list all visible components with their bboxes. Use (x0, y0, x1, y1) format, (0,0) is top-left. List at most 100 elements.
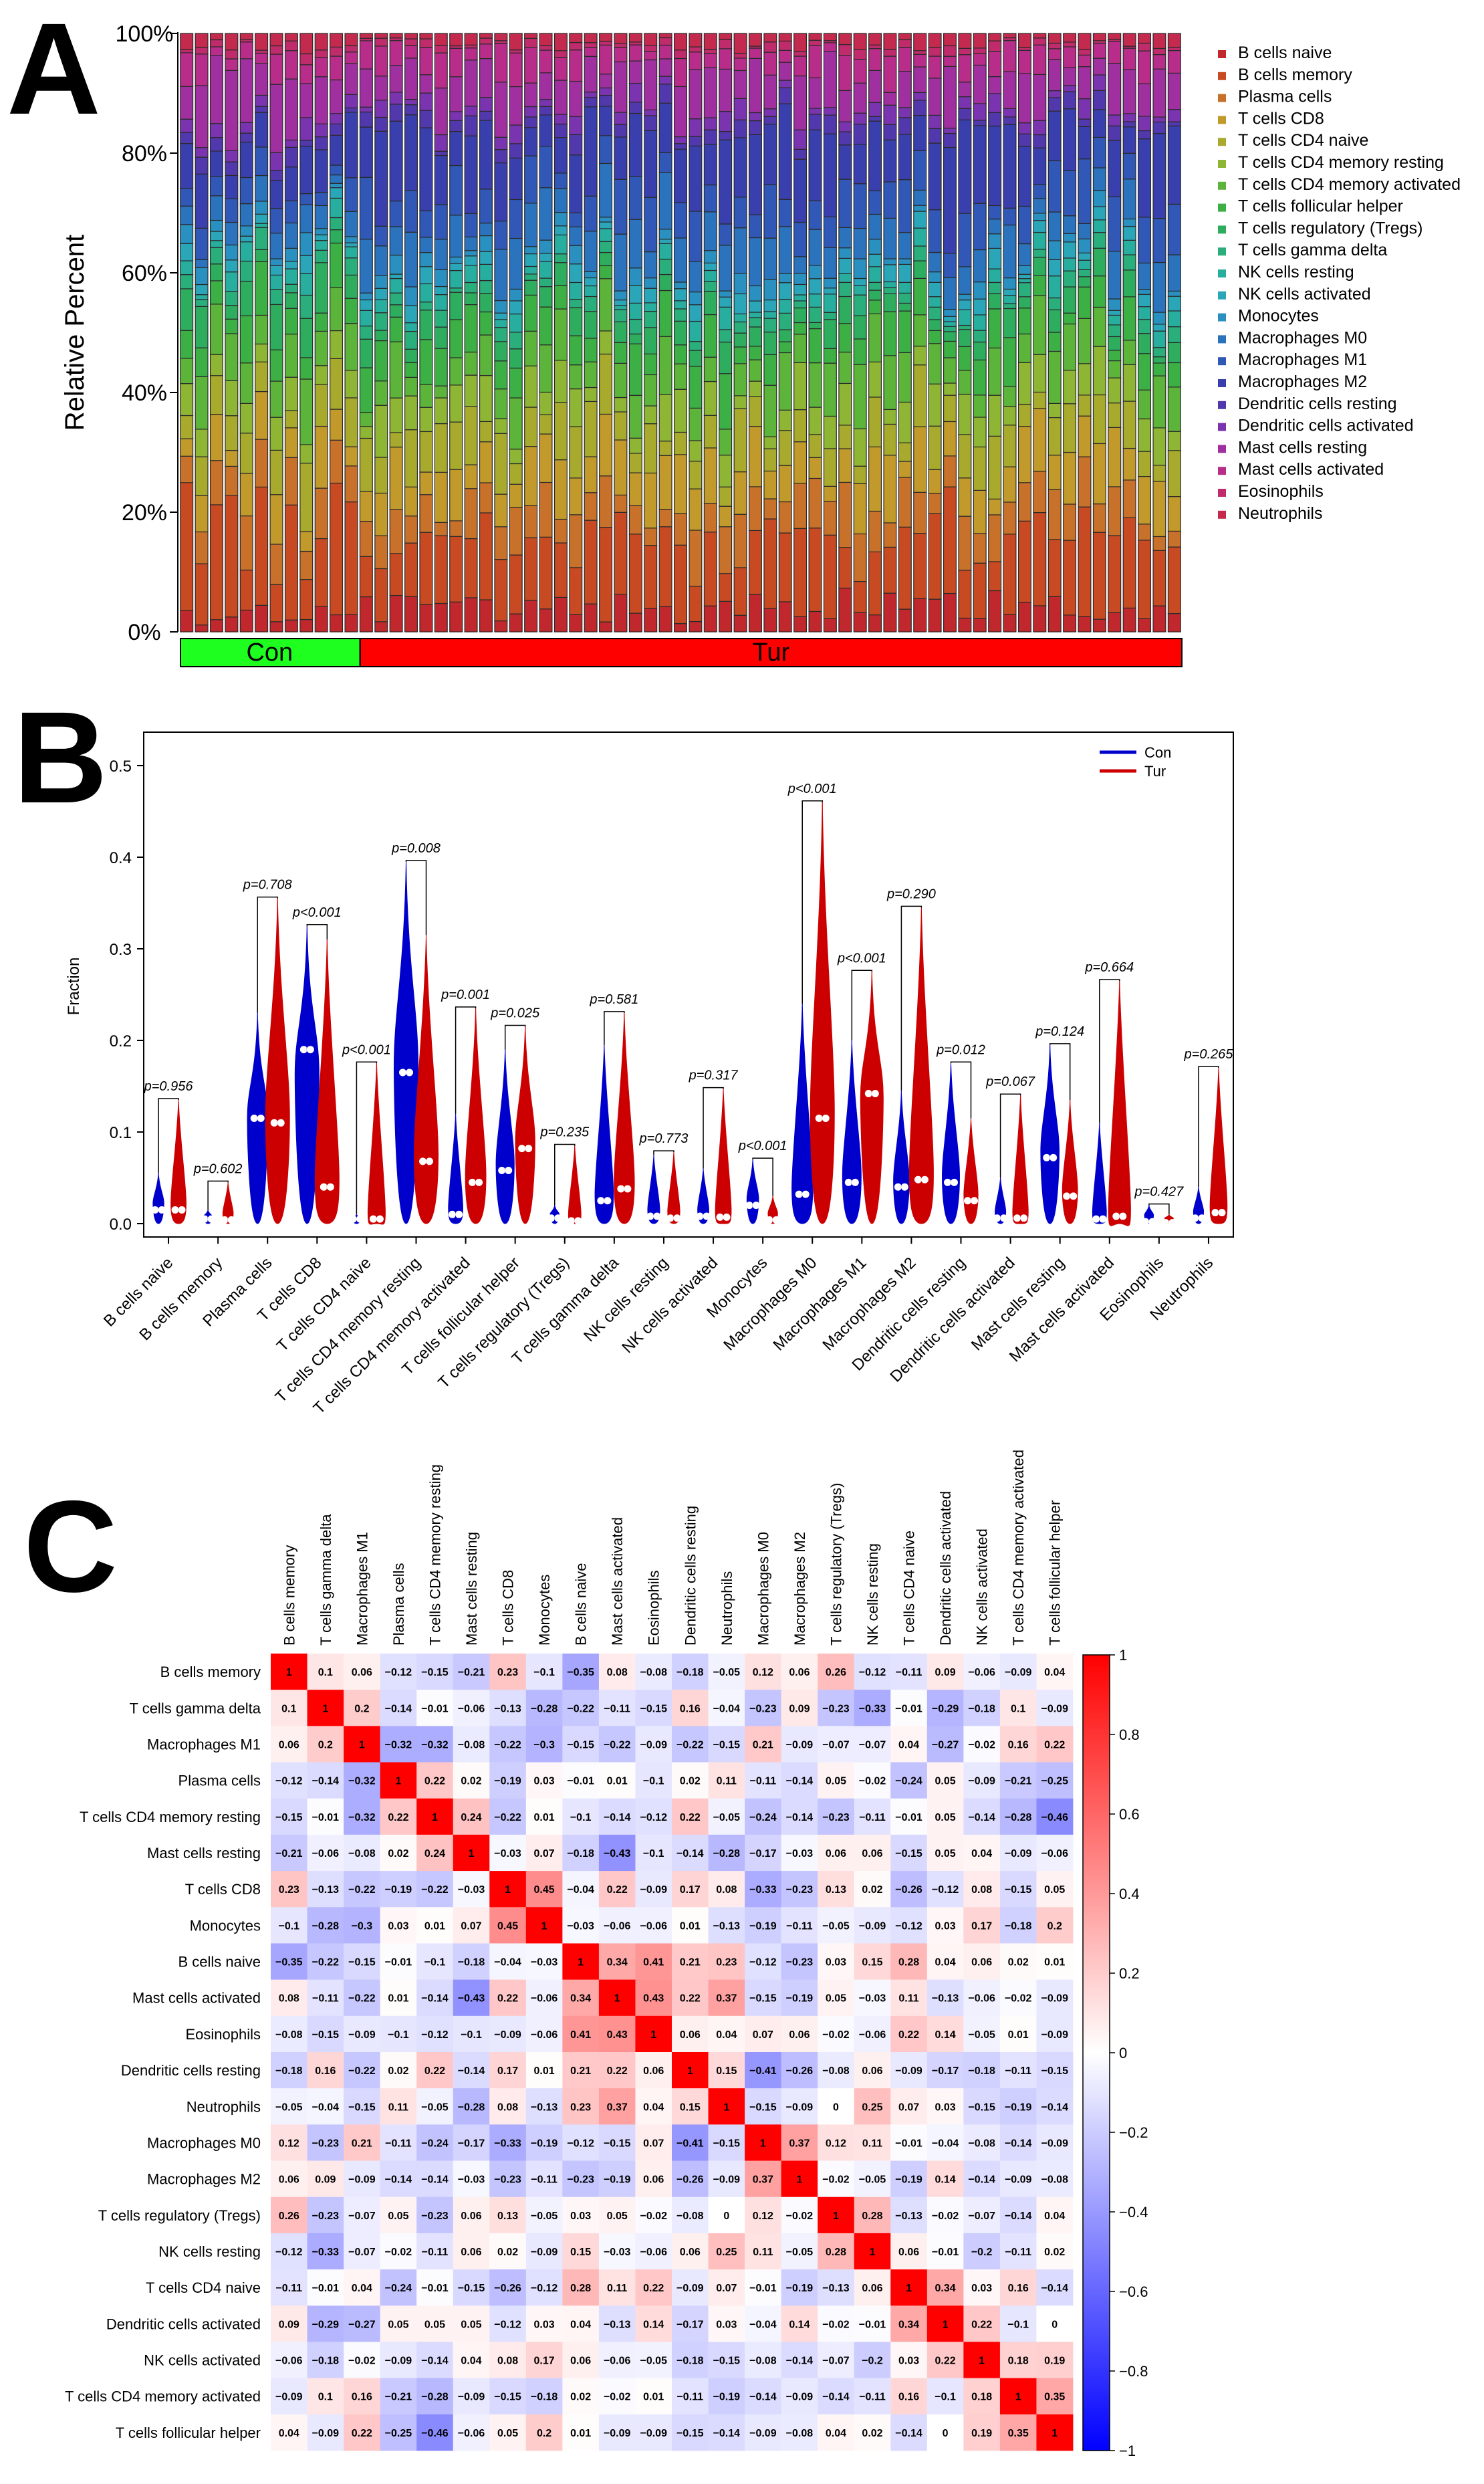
bar-segment-b-cells-naive (314, 606, 328, 633)
bar-segment-nk-cells-resting (733, 313, 747, 323)
bar-segment-neutrophils (1017, 33, 1031, 48)
bar-segment-t-cells-gamma-delta (449, 288, 463, 293)
bar-segment-eosinophils (539, 45, 553, 51)
heatmap-cell (818, 2342, 855, 2379)
bar-segment-nk-cells-activated (1108, 310, 1122, 316)
heatmap-value-label: 0.04 (898, 1739, 919, 1751)
heatmap-cell (963, 2160, 1001, 2198)
heatmap-value-label: 0.15 (716, 2065, 737, 2077)
bar-segment-mast-cells-resting (330, 79, 344, 114)
bar-segment-dendritic-cells-activated (1152, 116, 1166, 123)
legend-swatch-mast-cells-resting (1218, 445, 1226, 453)
bar-segment-macrophages-m0 (509, 237, 523, 290)
heatmap-cell (854, 1690, 891, 1726)
bar-segment-t-cells-cd4-memory-activated (479, 334, 493, 376)
heatmap-cell (781, 2378, 818, 2415)
heatmap-value-label: −0.06 (531, 1993, 558, 2005)
bar-segment-dendritic-cells-activated (1078, 98, 1092, 120)
bar-segment-t-cells-cd4-memory-activated (1047, 350, 1062, 404)
heatmap-cell (745, 2414, 782, 2451)
bar-segment-neutrophils (299, 33, 314, 55)
heatmap-value-label: −0.01 (312, 2283, 340, 2294)
bar-segment-t-cells-cd8 (599, 413, 613, 477)
bar-segment-b-cells-naive (209, 619, 223, 633)
heatmap-cell (672, 2088, 709, 2125)
violin-con-mast-cells-resting (1040, 1044, 1051, 1224)
bar-segment-t-cells-cd4-naive (823, 448, 837, 487)
bar-segment-b-cells-memory (1078, 506, 1092, 617)
bar-segment-macrophages-m2 (225, 175, 239, 199)
heatmap-cell (890, 1871, 928, 1908)
bar-segment-b-cells-memory (793, 528, 808, 617)
bar-segment-nk-cells-resting (1167, 310, 1181, 328)
heatmap-cell (344, 2233, 381, 2270)
bar-segment-t-cells-follicular-helper (719, 373, 733, 430)
heatmap-cell (344, 2196, 381, 2234)
heatmap-value-label: −0.03 (531, 1957, 558, 1968)
heatmap-value-label: 0.08 (497, 2356, 518, 2367)
bar-segment-t-cells-cd8 (314, 425, 328, 489)
heatmap-value-label: −0.14 (604, 1812, 631, 1823)
bar-segment-t-cells-follicular-helper (1047, 332, 1062, 352)
bar-segment-t-cells-cd8 (958, 477, 972, 517)
heatmap-cell (999, 2160, 1037, 2198)
panel-letter-a: A (7, 0, 101, 142)
bar-segment-t-cells-cd4-memory-resting (1047, 403, 1062, 419)
heatmap-value-label: −0.19 (786, 1993, 814, 2005)
bar-segment-neutrophils (464, 33, 478, 45)
heatmap-value-label: −0.07 (859, 1739, 886, 1751)
bar-segment-dendritic-cells-activated (719, 111, 733, 132)
heatmap-cell (271, 1690, 307, 1726)
bar-segment-eosinophils (719, 39, 733, 49)
heatmap-cell (344, 1943, 381, 1981)
bar-segment-neutrophils (419, 33, 433, 39)
heatmap-value-label: −0.09 (604, 2428, 631, 2439)
group-label-con: Con (246, 639, 293, 667)
bar-segment-neutrophils (524, 33, 538, 39)
heatmap-value-label: −0.02 (348, 2356, 376, 2367)
bar-segment-t-cells-cd4-naive (988, 435, 1002, 499)
bar-segment-mast-cells-activated (330, 55, 344, 81)
bar-segment-eosinophils (973, 47, 987, 54)
y-axis-label: Fraction (65, 957, 83, 1016)
bar-segment-b-cells-naive (284, 619, 298, 633)
bar-segment-mast-cells-resting (404, 58, 418, 100)
heatmap-value-label: −0.05 (968, 2029, 995, 2041)
bar-segment-nk-cells-activated (658, 239, 672, 244)
bar-segment-nk-cells-resting (209, 240, 223, 248)
heatmap-value-label: −0.18 (312, 2356, 340, 2367)
bar-segment-macrophages-m1 (808, 200, 822, 230)
heatmap-value-label: 0.22 (680, 1993, 701, 2005)
heatmap-cell (562, 1871, 600, 1908)
heatmap-value-label: 0.01 (1044, 1957, 1065, 1968)
bar-segment-plasma-cells (1122, 479, 1136, 518)
colorbar-tick-label: 0.4 (1119, 1886, 1140, 1902)
heatmap-cell (416, 2015, 454, 2053)
bar-segment-neutrophils (180, 33, 194, 51)
heatmap-cell (672, 1871, 709, 1908)
bar-segment-mast-cells-activated (404, 45, 418, 59)
bar-segment-b-cells-memory (1167, 546, 1181, 614)
bar-segment-dendritic-cells-activated (1108, 114, 1122, 126)
bar-segment-b-cells-memory (928, 513, 942, 600)
y-tick-label: 0.3 (110, 941, 132, 959)
p-value-label: p=0.235 (539, 1125, 590, 1140)
violin-tur-macrophages-m0 (810, 802, 823, 1224)
heatmap-value-label: −0.11 (1005, 2065, 1031, 2077)
heatmap-value-label: −0.26 (786, 2065, 814, 2077)
row-label-t-cells-gamma-delta: T cells gamma delta (130, 1700, 261, 1716)
heatmap-value-label: −0.18 (531, 2392, 558, 2403)
bar-segment-eosinophils (314, 49, 328, 58)
bar-segment-t-cells-regulatory-tregs (763, 332, 777, 355)
bar-segment-mast-cells-activated (808, 45, 822, 79)
bar-segment-macrophages-m0 (1078, 223, 1092, 239)
heatmap-value-label: −0.11 (531, 2174, 558, 2186)
bar-segment-neutrophils (584, 33, 598, 43)
bar-segment-neutrophils (778, 33, 792, 42)
heatmap-cell (344, 1907, 381, 1944)
p-value-label: p=0.025 (490, 1006, 540, 1020)
bar-segment-macrophages-m1 (524, 155, 538, 204)
bar-segment-dendritic-cells-activated (943, 127, 957, 134)
bar-segment-t-cells-cd4-memory-activated (553, 308, 568, 361)
violin-tur-right-macrophages-m1 (871, 972, 884, 1224)
